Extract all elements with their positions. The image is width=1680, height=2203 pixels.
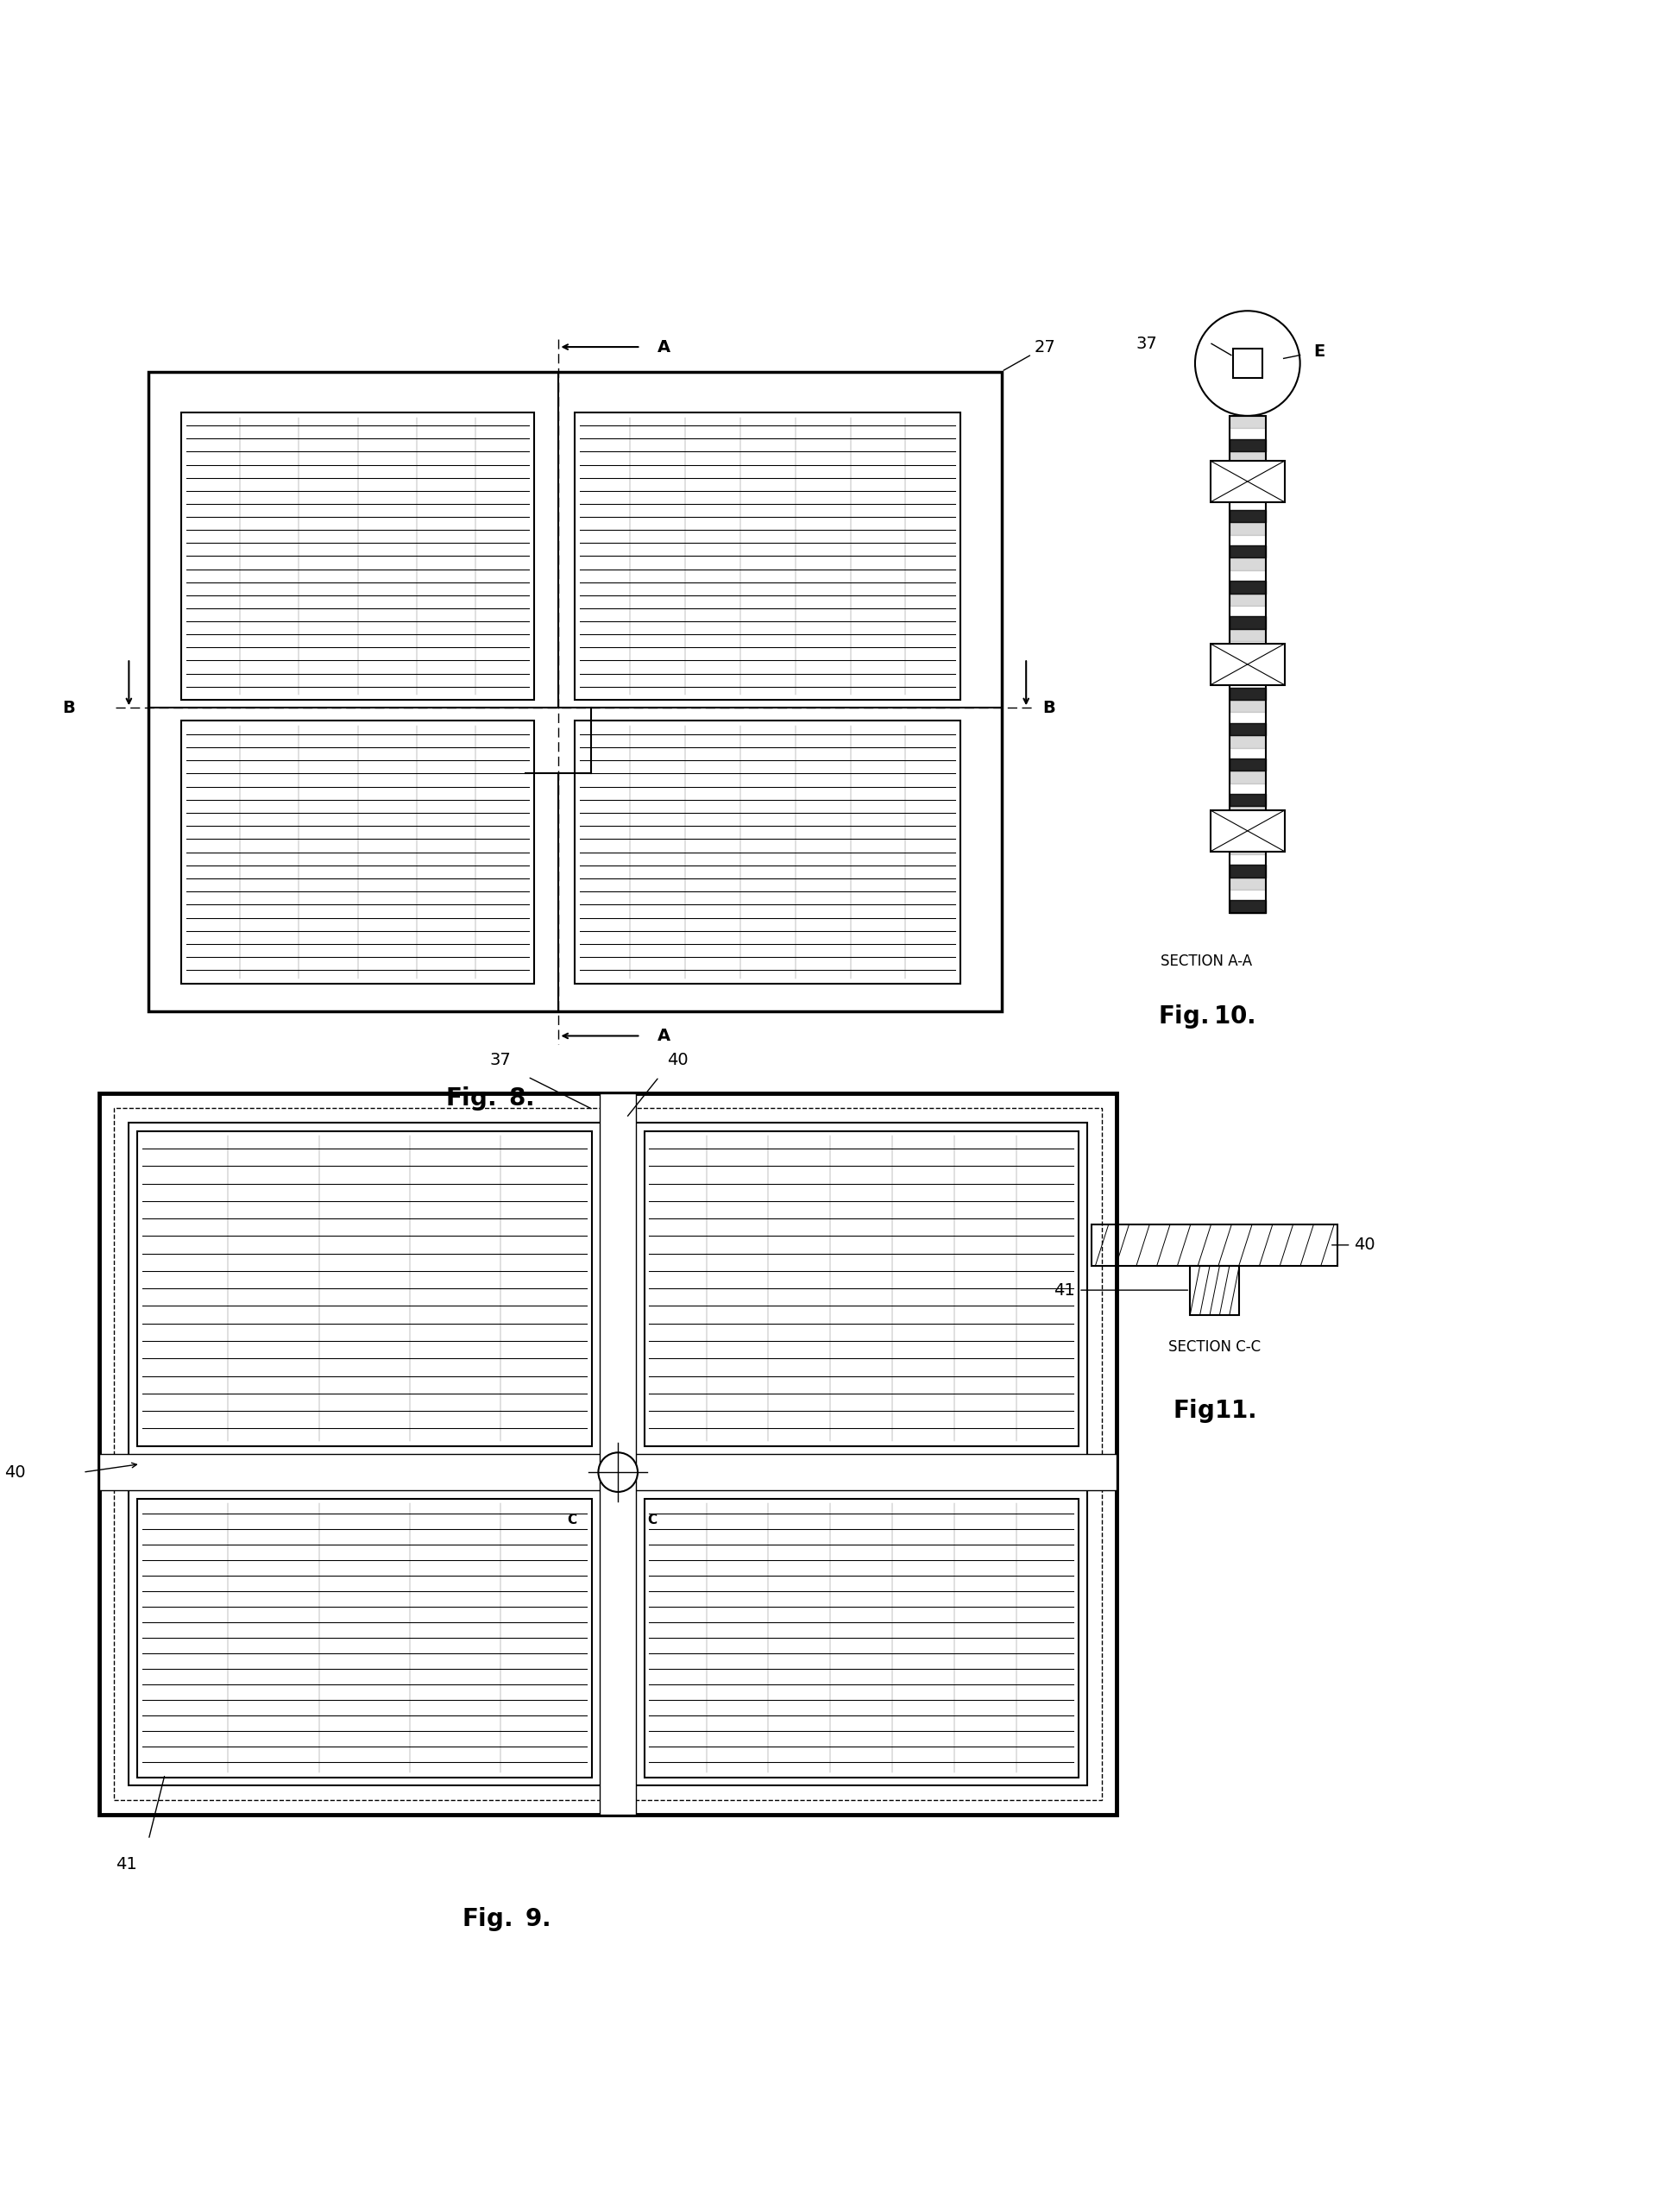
Bar — [114, 1108, 1102, 1800]
Bar — [575, 412, 961, 701]
Bar — [99, 1093, 1116, 1815]
Text: 37: 37 — [1136, 335, 1158, 352]
Bar — [1189, 1265, 1240, 1315]
Bar — [1230, 416, 1265, 912]
Text: A: A — [657, 339, 670, 355]
Bar — [181, 720, 534, 983]
Bar — [181, 412, 534, 701]
Text: $\mathbf{Fig.10.}$: $\mathbf{Fig.10.}$ — [1158, 1002, 1255, 1031]
Text: 41: 41 — [1053, 1282, 1075, 1298]
Bar — [1211, 811, 1285, 850]
Bar — [1092, 1225, 1337, 1265]
Text: SECTION C-C: SECTION C-C — [1169, 1339, 1262, 1355]
Text: 37: 37 — [491, 1053, 511, 1068]
Bar — [1211, 643, 1285, 685]
Text: 40: 40 — [667, 1053, 689, 1068]
Text: B: B — [1043, 701, 1055, 716]
Bar — [129, 1124, 1087, 1784]
Text: 27: 27 — [1003, 339, 1055, 370]
Text: SECTION A-A: SECTION A-A — [1161, 954, 1252, 969]
Text: E: E — [1314, 344, 1324, 359]
Text: C: C — [647, 1513, 657, 1527]
Text: A: A — [657, 1027, 670, 1044]
Bar — [600, 1093, 637, 1815]
Text: $\mathbf{Fig.\ 9.}$: $\mathbf{Fig.\ 9.}$ — [462, 1906, 551, 1932]
Bar — [1211, 460, 1285, 502]
Bar — [148, 372, 1001, 1011]
Bar — [1233, 348, 1262, 379]
Text: 41: 41 — [116, 1857, 138, 1873]
Text: $\mathbf{Fig.\ 8.}$: $\mathbf{Fig.\ 8.}$ — [445, 1086, 534, 1113]
Bar — [643, 1130, 1079, 1445]
Bar — [138, 1130, 591, 1445]
Bar — [643, 1498, 1079, 1778]
Circle shape — [598, 1452, 638, 1491]
Bar — [575, 720, 961, 983]
Bar — [99, 1454, 1116, 1489]
Text: 40: 40 — [1354, 1236, 1376, 1254]
Text: 40: 40 — [5, 1465, 25, 1480]
Bar — [138, 1498, 591, 1778]
Text: B: B — [62, 701, 74, 716]
Text: C: C — [568, 1513, 576, 1527]
Text: $\mathbf{Fig11.}$: $\mathbf{Fig11.}$ — [1173, 1397, 1257, 1425]
